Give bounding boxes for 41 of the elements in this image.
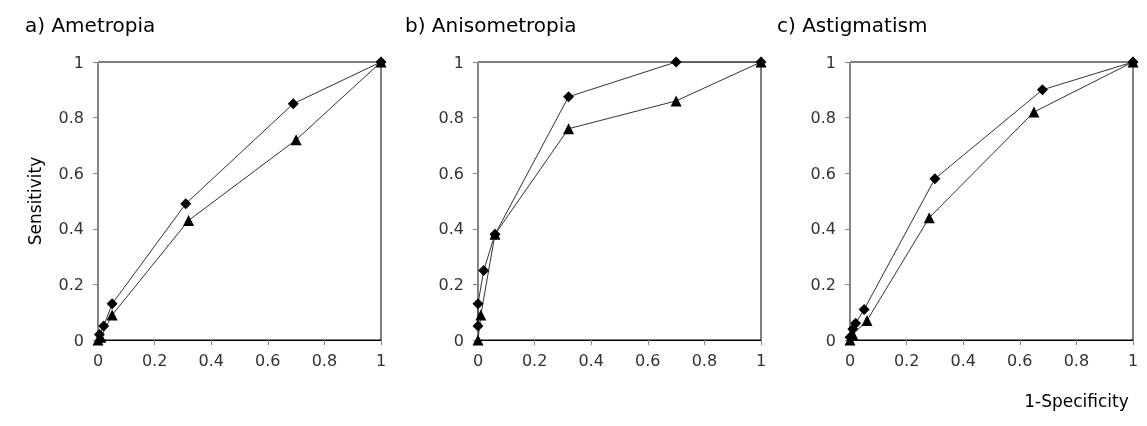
chart-title: b) Anisometropia [405, 13, 577, 37]
y-tick-label: 0.2 [58, 274, 84, 294]
x-tick-label: 1 [755, 350, 767, 370]
y-tick-label: 1 [825, 52, 836, 72]
x-tick-label: 0.6 [255, 350, 281, 370]
y-tick-label: 0.2 [810, 274, 836, 294]
x-axis-title: 1-Specificity [1024, 390, 1129, 411]
x-tick-label: 0.8 [1063, 350, 1090, 370]
x-tick-label: 1 [375, 350, 387, 370]
y-tick-label: 0 [453, 330, 464, 350]
x-tick-label: 0.6 [1007, 350, 1033, 370]
y-tick-label: 0.2 [438, 274, 464, 294]
x-tick-label: 0 [844, 350, 856, 370]
y-tick-label: 0.6 [810, 163, 836, 183]
y-tick-label: 0.4 [438, 219, 464, 239]
x-tick-label: 0.2 [521, 350, 548, 370]
y-tick-label: 0 [825, 330, 836, 350]
chart-title: a) Ametropia [25, 13, 156, 37]
y-tick-label: 0.8 [810, 108, 836, 128]
x-tick-label: 0.8 [311, 350, 338, 370]
y-tick-label: 1 [453, 52, 464, 72]
y-tick-label: 0.6 [58, 163, 84, 183]
x-tick-label: 1 [1127, 350, 1139, 370]
x-tick-label: 0.4 [578, 350, 604, 370]
chart-title: c) Astigmatism [777, 13, 928, 37]
x-tick-label: 0 [92, 350, 104, 370]
y-tick-label: 1 [73, 52, 84, 72]
x-tick-label: 0.2 [893, 350, 920, 370]
x-tick-label: 0.4 [950, 350, 976, 370]
y-tick-label: 0.8 [438, 108, 464, 128]
y-tick-label: 0.4 [810, 219, 836, 239]
x-tick-label: 0 [472, 350, 484, 370]
x-tick-label: 0.4 [198, 350, 224, 370]
x-tick-label: 0.6 [635, 350, 661, 370]
y-tick-label: 0.6 [438, 163, 464, 183]
x-tick-label: 0.2 [141, 350, 168, 370]
x-tick-label: 0.8 [691, 350, 718, 370]
y-tick-label: 0.8 [58, 108, 84, 128]
y-tick-label: 0.4 [58, 219, 84, 239]
y-axis-title: Sensitivity [24, 156, 45, 246]
y-tick-label: 0 [73, 330, 84, 350]
